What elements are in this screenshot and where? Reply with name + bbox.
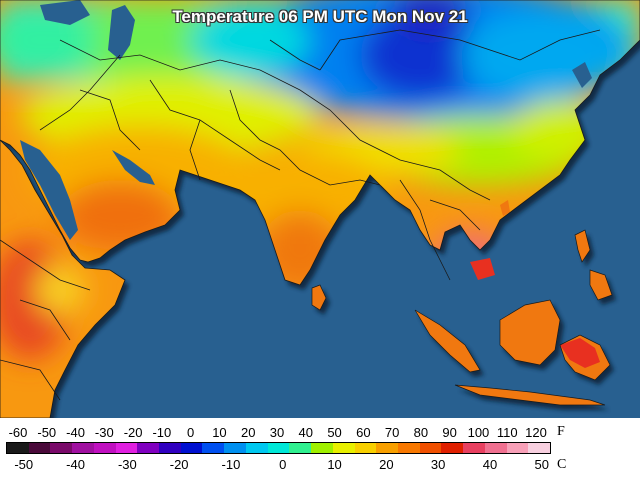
color-swatch	[50, 443, 73, 453]
fahrenheit-unit-label: F	[557, 424, 565, 439]
color-swatch	[180, 443, 203, 453]
celsius-tick-label: 0	[279, 457, 287, 472]
color-swatch	[311, 443, 333, 453]
fahrenheit-tick-label: 30	[269, 425, 285, 440]
color-swatch	[267, 443, 290, 453]
map-canvas	[0, 0, 640, 418]
celsius-tick-label: -10	[221, 457, 241, 472]
fahrenheit-tick-label: 110	[496, 425, 518, 440]
fahrenheit-tick-label: 20	[240, 425, 256, 440]
celsius-tick-label: -50	[14, 457, 34, 472]
color-swatch	[441, 443, 464, 453]
fahrenheit-tick-label: 90	[442, 425, 457, 440]
fahrenheit-tick-label: 60	[356, 425, 371, 440]
fahrenheit-tick-label: -30	[94, 425, 114, 440]
island-hot-spots	[470, 258, 600, 368]
color-scale-bar	[6, 442, 551, 454]
fahrenheit-tick-label: 100	[467, 425, 490, 440]
color-swatch	[484, 443, 507, 453]
color-swatch	[245, 443, 268, 453]
celsius-tick-label: 30	[430, 457, 446, 472]
color-swatch	[72, 443, 94, 453]
color-swatch	[202, 443, 225, 453]
fahrenheit-tick-label: 10	[212, 425, 227, 440]
celsius-tick-label: -30	[117, 457, 137, 472]
color-swatch	[28, 443, 51, 453]
fahrenheit-tick-label: 0	[187, 425, 195, 440]
temperature-legend: -60 -50 -40 -30 -20 -10 0 10 20 30 40 50 60 70 80 90 100…	[0, 418, 640, 480]
island-borders	[311, 229, 613, 406]
color-swatch	[376, 443, 398, 453]
celsius-scale: -50 -40 -30 -20 -10 0 10 20 30 40 50	[0, 457, 640, 473]
fahrenheit-tick-label: -50	[37, 425, 57, 440]
fahrenheit-tick-label: 80	[413, 425, 429, 440]
color-swatch	[463, 443, 485, 453]
color-swatch	[7, 443, 29, 453]
celsius-tick-label: -40	[66, 457, 85, 472]
color-swatch	[159, 443, 181, 453]
celsius-tick-label: 20	[379, 457, 394, 472]
fahrenheit-tick-label: 120	[525, 425, 547, 440]
celsius-tick-label: -20	[169, 457, 189, 472]
color-swatch	[354, 443, 377, 453]
color-swatch	[397, 443, 420, 453]
fahrenheit-tick-label: 70	[384, 425, 400, 440]
color-swatch	[419, 443, 442, 453]
color-swatch	[506, 443, 529, 453]
celsius-tick-label: 40	[482, 457, 498, 472]
color-swatch	[115, 443, 138, 453]
celsius-unit-label: C	[557, 457, 567, 472]
color-swatch	[224, 443, 246, 453]
celsius-tick-label: 50	[534, 457, 549, 472]
color-swatch	[93, 443, 116, 453]
color-swatch	[332, 443, 355, 453]
celsius-tick-label: 10	[327, 457, 342, 472]
map-title: Temperature 06 PM UTC Mon Nov 21	[172, 7, 468, 26]
fahrenheit-tick-label: 50	[327, 425, 342, 440]
color-swatch	[528, 443, 550, 453]
inland-seas	[20, 0, 592, 240]
fahrenheit-scale: -60 -50 -40 -30 -20 -10 0 10 20 30 40 50 60 70 80 90 100…	[0, 425, 640, 441]
temperature-map: Temperature 06 PM UTC Mon Nov 21	[0, 0, 640, 418]
country-borders	[0, 0, 640, 418]
fahrenheit-tick-label: -10	[152, 425, 172, 440]
fahrenheit-tick-label: -60	[8, 425, 28, 440]
fahrenheit-tick-label: 40	[298, 425, 313, 440]
fahrenheit-tick-label: -40	[66, 425, 85, 440]
fahrenheit-tick-label: -20	[123, 425, 143, 440]
color-swatch	[289, 443, 312, 453]
color-swatch	[137, 443, 160, 453]
